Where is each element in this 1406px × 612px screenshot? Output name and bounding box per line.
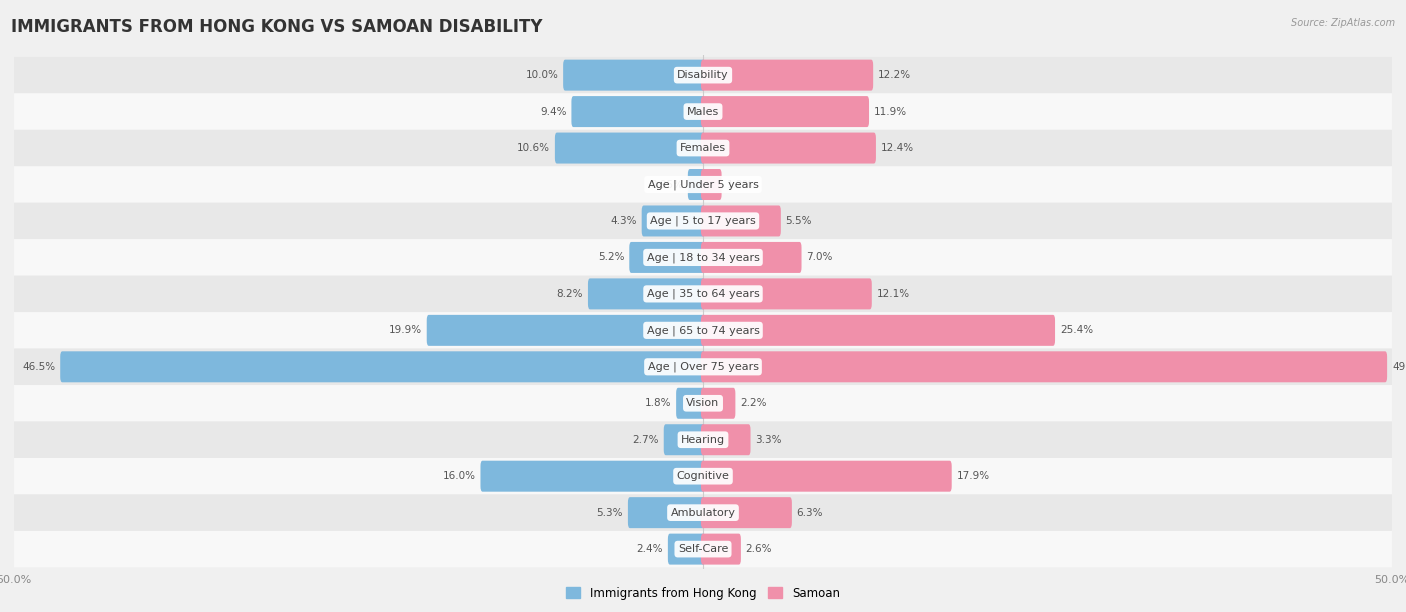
FancyBboxPatch shape: [702, 388, 735, 419]
FancyBboxPatch shape: [14, 57, 1392, 94]
Text: 5.2%: 5.2%: [598, 252, 624, 263]
Text: 0.95%: 0.95%: [650, 179, 683, 190]
Text: 2.4%: 2.4%: [637, 544, 664, 554]
Text: Age | 35 to 64 years: Age | 35 to 64 years: [647, 289, 759, 299]
Text: Vision: Vision: [686, 398, 720, 408]
FancyBboxPatch shape: [676, 388, 704, 419]
Text: 5.5%: 5.5%: [786, 216, 813, 226]
FancyBboxPatch shape: [588, 278, 704, 310]
FancyBboxPatch shape: [571, 96, 704, 127]
FancyBboxPatch shape: [628, 497, 704, 528]
Text: 2.6%: 2.6%: [745, 544, 772, 554]
Text: 10.6%: 10.6%: [517, 143, 550, 153]
FancyBboxPatch shape: [14, 312, 1392, 349]
Text: 1.2%: 1.2%: [727, 179, 754, 190]
Text: 11.9%: 11.9%: [875, 106, 907, 117]
FancyBboxPatch shape: [14, 422, 1392, 458]
FancyBboxPatch shape: [702, 461, 952, 491]
Text: 12.1%: 12.1%: [876, 289, 910, 299]
FancyBboxPatch shape: [702, 534, 741, 565]
FancyBboxPatch shape: [702, 169, 721, 200]
Text: 46.5%: 46.5%: [22, 362, 55, 372]
FancyBboxPatch shape: [60, 351, 704, 382]
Text: Self-Care: Self-Care: [678, 544, 728, 554]
Text: 8.2%: 8.2%: [557, 289, 583, 299]
FancyBboxPatch shape: [702, 424, 751, 455]
FancyBboxPatch shape: [702, 351, 1388, 382]
Text: Age | Under 5 years: Age | Under 5 years: [648, 179, 758, 190]
Text: IMMIGRANTS FROM HONG KONG VS SAMOAN DISABILITY: IMMIGRANTS FROM HONG KONG VS SAMOAN DISA…: [11, 18, 543, 36]
Legend: Immigrants from Hong Kong, Samoan: Immigrants from Hong Kong, Samoan: [561, 582, 845, 605]
FancyBboxPatch shape: [702, 96, 869, 127]
FancyBboxPatch shape: [14, 94, 1392, 130]
FancyBboxPatch shape: [668, 534, 704, 565]
Text: 49.5%: 49.5%: [1392, 362, 1406, 372]
FancyBboxPatch shape: [702, 206, 780, 236]
Text: Age | 65 to 74 years: Age | 65 to 74 years: [647, 325, 759, 335]
FancyBboxPatch shape: [14, 166, 1392, 203]
FancyBboxPatch shape: [14, 130, 1392, 166]
Text: Cognitive: Cognitive: [676, 471, 730, 481]
Text: 19.9%: 19.9%: [389, 326, 422, 335]
Text: 16.0%: 16.0%: [443, 471, 475, 481]
Text: Females: Females: [681, 143, 725, 153]
Text: 2.2%: 2.2%: [740, 398, 766, 408]
FancyBboxPatch shape: [14, 349, 1392, 385]
Text: Source: ZipAtlas.com: Source: ZipAtlas.com: [1291, 18, 1395, 28]
FancyBboxPatch shape: [14, 275, 1392, 312]
Text: Age | 18 to 34 years: Age | 18 to 34 years: [647, 252, 759, 263]
Text: 12.4%: 12.4%: [880, 143, 914, 153]
Text: 12.2%: 12.2%: [877, 70, 911, 80]
FancyBboxPatch shape: [481, 461, 704, 491]
FancyBboxPatch shape: [641, 206, 704, 236]
FancyBboxPatch shape: [14, 458, 1392, 494]
FancyBboxPatch shape: [427, 315, 704, 346]
Text: Males: Males: [688, 106, 718, 117]
FancyBboxPatch shape: [14, 203, 1392, 239]
FancyBboxPatch shape: [14, 494, 1392, 531]
FancyBboxPatch shape: [664, 424, 704, 455]
FancyBboxPatch shape: [564, 59, 704, 91]
FancyBboxPatch shape: [702, 242, 801, 273]
Text: Disability: Disability: [678, 70, 728, 80]
FancyBboxPatch shape: [14, 385, 1392, 422]
Text: Hearing: Hearing: [681, 435, 725, 445]
Text: Age | Over 75 years: Age | Over 75 years: [648, 362, 758, 372]
FancyBboxPatch shape: [14, 531, 1392, 567]
Text: 10.0%: 10.0%: [526, 70, 558, 80]
FancyBboxPatch shape: [702, 59, 873, 91]
Text: 7.0%: 7.0%: [807, 252, 832, 263]
FancyBboxPatch shape: [14, 239, 1392, 275]
Text: 6.3%: 6.3%: [797, 507, 823, 518]
Text: 5.3%: 5.3%: [596, 507, 623, 518]
Text: Ambulatory: Ambulatory: [671, 507, 735, 518]
Text: 4.3%: 4.3%: [610, 216, 637, 226]
Text: 1.8%: 1.8%: [645, 398, 671, 408]
Text: 2.7%: 2.7%: [633, 435, 659, 445]
FancyBboxPatch shape: [702, 315, 1054, 346]
FancyBboxPatch shape: [702, 278, 872, 310]
FancyBboxPatch shape: [555, 133, 704, 163]
FancyBboxPatch shape: [702, 497, 792, 528]
Text: 9.4%: 9.4%: [540, 106, 567, 117]
Text: 17.9%: 17.9%: [956, 471, 990, 481]
Text: 25.4%: 25.4%: [1060, 326, 1092, 335]
Text: Age | 5 to 17 years: Age | 5 to 17 years: [650, 215, 756, 226]
FancyBboxPatch shape: [688, 169, 704, 200]
FancyBboxPatch shape: [702, 133, 876, 163]
Text: 3.3%: 3.3%: [755, 435, 782, 445]
FancyBboxPatch shape: [630, 242, 704, 273]
